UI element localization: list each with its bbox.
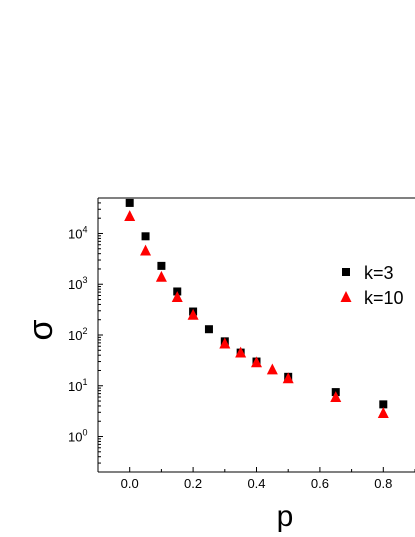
x-axis-label: p — [277, 500, 294, 533]
data-point-k10 — [251, 356, 262, 368]
data-point-k10 — [235, 346, 247, 358]
data-point-k3 — [125, 198, 134, 207]
data-point-k3 — [379, 400, 388, 409]
legend-label: k=3 — [364, 263, 394, 283]
y-tick-base: 10 — [68, 328, 82, 343]
y-axis-label: σ — [22, 319, 60, 340]
y-tick-label: 104 — [68, 224, 87, 241]
y-tick-base: 10 — [68, 277, 82, 292]
y-tick-label: 103 — [68, 275, 87, 292]
data-point-k10 — [187, 308, 199, 320]
y-tick-exponent: 0 — [82, 428, 87, 438]
data-point-k3 — [157, 261, 166, 270]
data-point-k10 — [124, 210, 136, 222]
legend-marker-square — [342, 268, 350, 276]
x-tick-label: 0.0 — [121, 476, 139, 491]
x-tick-label: 0.8 — [374, 476, 392, 491]
y-tick-label: 100 — [68, 428, 87, 445]
y-tick-exponent: 3 — [82, 275, 87, 285]
x-axis-ticks: 0.0 0.2 0.4 0.6 0.8 — [97, 467, 415, 491]
data-point-k10 — [155, 270, 167, 282]
y-tick-label: 101 — [68, 377, 87, 394]
y-tick-base: 10 — [68, 430, 82, 445]
y-tick-label: 102 — [68, 326, 87, 343]
data-marks — [124, 198, 389, 418]
x-tick-label: 0.6 — [311, 476, 329, 491]
legend-label: k=10 — [364, 288, 404, 308]
data-point-k10 — [219, 337, 231, 349]
data-point-k3 — [204, 325, 213, 334]
y-tick-exponent: 1 — [82, 377, 87, 387]
x-tick-label: 0.2 — [184, 476, 202, 491]
legend-marker-triangle — [340, 291, 352, 302]
data-point-k3 — [141, 232, 150, 241]
y-tick-base: 10 — [68, 226, 82, 241]
data-point-k10 — [282, 372, 294, 384]
y-tick-base: 10 — [68, 379, 82, 394]
data-point-k10 — [330, 391, 342, 402]
data-point-k10 — [171, 291, 183, 302]
y-tick-exponent: 4 — [82, 224, 87, 234]
legend: k=3 k=10 — [340, 263, 404, 308]
y-tick-exponent: 2 — [82, 326, 87, 336]
x-tick-label: 0.4 — [247, 476, 265, 491]
data-point-k10 — [266, 363, 278, 375]
data-point-k10 — [140, 244, 152, 256]
data-point-k10 — [377, 407, 389, 418]
